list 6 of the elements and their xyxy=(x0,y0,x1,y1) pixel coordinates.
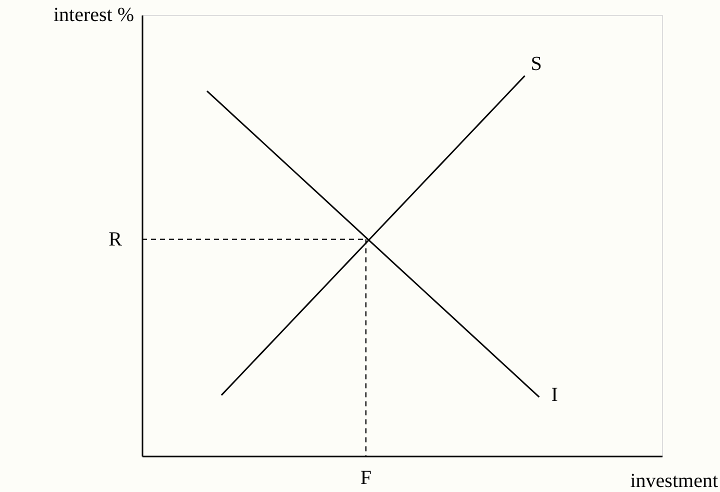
text: F xyxy=(360,467,372,489)
series-label: S xyxy=(530,52,542,75)
y-axis-title: interest % xyxy=(53,4,134,26)
series-label: I xyxy=(551,384,558,406)
ref-line-label: R xyxy=(108,228,123,250)
x-axis-title: investment xyxy=(630,470,718,492)
